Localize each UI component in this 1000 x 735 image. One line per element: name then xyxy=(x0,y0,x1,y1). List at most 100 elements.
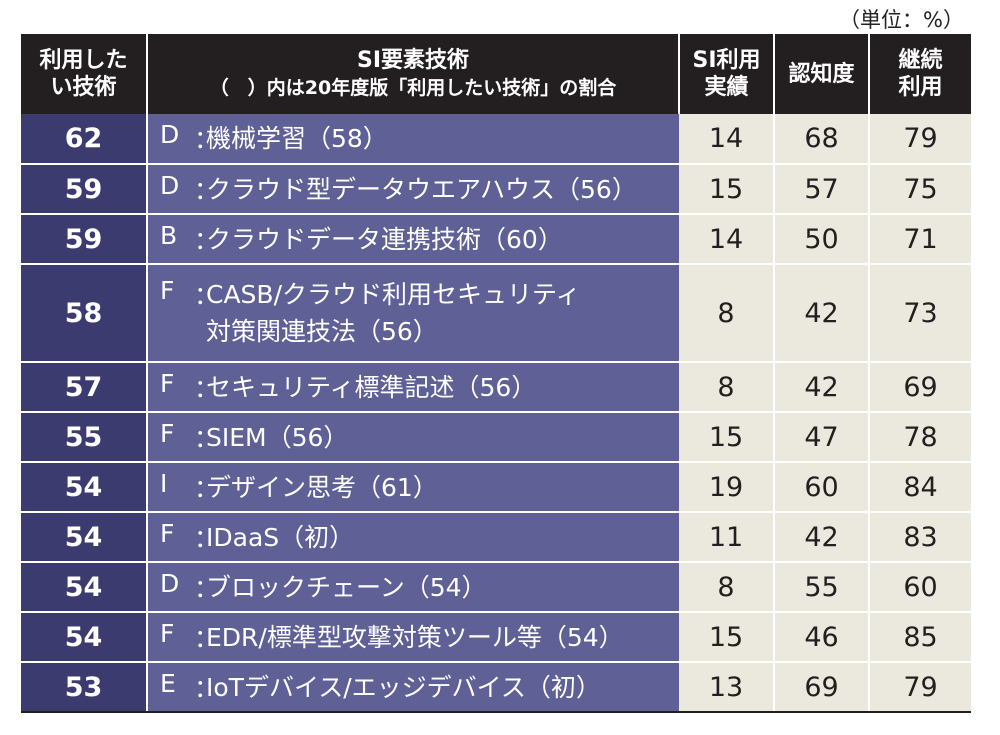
technology-name: SIEM（56） xyxy=(206,419,679,456)
separator: ： xyxy=(194,473,220,503)
category-code: I xyxy=(160,468,168,498)
technology-cell: D ：ブロックチェーン（54） xyxy=(147,562,679,613)
technology-name: セキュリティ標準記述（56） xyxy=(206,369,679,406)
header-technology: SI要素技術 （ ）内は20年度版「利用したい技術」の割合 xyxy=(147,34,680,114)
header-si-usage-line1: SI利用 xyxy=(692,48,761,73)
technology-cell: F ： CASB/クラウド利用セキュリティ 対策関連技法（56） xyxy=(147,264,679,363)
technology-name: EDR/標準型攻撃対策ツール等（54） xyxy=(206,619,679,656)
category-code: F xyxy=(160,518,175,548)
continued-use-cell: 84 xyxy=(869,462,971,513)
si-usage-cell: 14 xyxy=(679,114,775,165)
category-code: F xyxy=(160,368,175,398)
header-continued-line2: 利用 xyxy=(898,75,943,100)
header-continued-line1: 継続 xyxy=(898,48,943,73)
technology-name-line: CASB/クラウド利用セキュリティ xyxy=(206,280,581,309)
technology-cell: F ：セキュリティ標準記述（56） xyxy=(147,362,679,413)
si-usage-cell: 8 xyxy=(679,264,775,363)
header-awareness: 認知度 xyxy=(774,34,870,114)
header-rank: 利用した い技術 xyxy=(21,34,148,114)
technology-name: 機械学習（58） xyxy=(206,120,679,157)
continued-use-cell: 73 xyxy=(869,264,971,363)
technology-name-line: クラウド型データウエアハウス（56） xyxy=(206,174,637,204)
separator: ： xyxy=(194,673,220,703)
header-si-usage-line2: 実績 xyxy=(704,75,749,100)
category-code: F xyxy=(160,418,175,448)
si-usage-cell: 8 xyxy=(679,362,775,413)
separator: ： xyxy=(194,423,220,453)
technology-cell: I ：デザイン思考（61） xyxy=(147,462,679,513)
separator: ： xyxy=(194,623,220,653)
technology-name-line: IoTデバイス/エッジデバイス（初） xyxy=(206,672,601,702)
continued-use-cell: 79 xyxy=(869,114,971,165)
si-usage-cell: 15 xyxy=(679,612,775,663)
table-row: 55 F ： SIEM（56） 15 47 78 xyxy=(21,412,971,463)
technology-name-line: 対策関連技法（56） xyxy=(206,317,438,346)
continued-use-cell: 71 xyxy=(869,214,971,265)
si-usage-cell: 13 xyxy=(679,662,775,713)
awareness-cell: 42 xyxy=(774,512,870,563)
technology-cell: D ：機械学習（58） xyxy=(147,114,679,165)
category-code: D xyxy=(160,120,180,149)
awareness-cell: 69 xyxy=(774,662,870,713)
awareness-cell: 57 xyxy=(774,164,870,215)
table-row: 59 B ：クラウドデータ連携技術（60） 14 50 71 xyxy=(21,214,971,265)
table-row: 59 D ：クラウド型データウエアハウス（56） 15 57 75 xyxy=(21,164,971,215)
si-usage-cell: 19 xyxy=(679,462,775,513)
rank-cell: 54 xyxy=(21,612,148,663)
si-technology-table: 利用した い技術 SI要素技術 （ ）内は20年度版「利用したい技術」の割合 S… xyxy=(21,34,971,713)
technology-name-line: EDR/標準型攻撃対策ツール等（54） xyxy=(206,622,624,652)
header-rank-line2: い技術 xyxy=(50,75,117,100)
rank-cell: 54 xyxy=(21,562,148,613)
technology-name-line: デザイン思考（61） xyxy=(206,472,438,502)
si-usage-cell: 11 xyxy=(679,512,775,563)
table-row: 54 D ：ブロックチェーン（54） 8 55 60 xyxy=(21,562,971,613)
technology-cell: D ：クラウド型データウエアハウス（56） xyxy=(147,164,679,215)
awareness-cell: 50 xyxy=(774,214,870,265)
category-code: F xyxy=(160,276,175,305)
technology-name: IDaaS（初） xyxy=(206,519,679,556)
header-continued: 継続 利用 xyxy=(869,34,971,114)
si-usage-cell: 8 xyxy=(679,562,775,613)
technology-name: デザイン思考（61） xyxy=(206,469,679,506)
table-row: 62 D ：機械学習（58） 14 68 79 xyxy=(21,114,971,165)
separator: ： xyxy=(194,573,220,603)
technology-name-line: クラウドデータ連携技術（60） xyxy=(206,224,563,254)
awareness-cell: 60 xyxy=(774,462,870,513)
rank-cell: 53 xyxy=(21,662,148,713)
technology-name: ブロックチェーン（54） xyxy=(206,569,679,606)
separator: ： xyxy=(194,225,220,255)
technology-cell: E ： IoTデバイス/エッジデバイス（初） xyxy=(147,662,679,713)
continued-use-cell: 69 xyxy=(869,362,971,413)
category-code: B xyxy=(160,220,178,250)
separator: ： xyxy=(194,281,220,310)
header-rank-line1: 利用した xyxy=(39,48,128,73)
header-si-usage: SI利用 実績 xyxy=(679,34,775,114)
technology-name-line: 機械学習（58） xyxy=(206,124,388,153)
technology-name: クラウド型データウエアハウス（56） xyxy=(206,171,679,208)
awareness-cell: 55 xyxy=(774,562,870,613)
separator: ： xyxy=(194,523,220,553)
continued-use-cell: 78 xyxy=(869,412,971,463)
rank-cell: 62 xyxy=(21,114,148,165)
rank-cell: 59 xyxy=(21,214,148,265)
awareness-cell: 42 xyxy=(774,362,870,413)
continued-use-cell: 83 xyxy=(869,512,971,563)
separator: ： xyxy=(194,125,220,154)
header-awareness-label: 認知度 xyxy=(788,61,855,87)
awareness-cell: 47 xyxy=(774,412,870,463)
technology-name-line: セキュリティ標準記述（56） xyxy=(206,372,537,402)
rank-cell: 57 xyxy=(21,362,148,413)
table-row: 57 F ：セキュリティ標準記述（56） 8 42 69 xyxy=(21,362,971,413)
table-row: 54 F ： EDR/標準型攻撃対策ツール等（54） 15 46 85 xyxy=(21,612,971,663)
awareness-cell: 68 xyxy=(774,114,870,165)
header-technology-main: SI要素技術 xyxy=(356,47,470,73)
awareness-cell: 46 xyxy=(774,612,870,663)
technology-cell: F ： SIEM（56） xyxy=(147,412,679,463)
technology-name: クラウドデータ連携技術（60） xyxy=(206,221,679,258)
table-row: 54 I ：デザイン思考（61） 19 60 84 xyxy=(21,462,971,513)
continued-use-cell: 60 xyxy=(869,562,971,613)
continued-use-cell: 79 xyxy=(869,662,971,713)
table-row: 58 F： CASB/クラウド利用セキュリティ 対策関連技法（56） 8 42 73 xyxy=(21,264,971,363)
rank-cell: 54 xyxy=(21,512,148,563)
si-usage-cell: 14 xyxy=(679,214,775,265)
